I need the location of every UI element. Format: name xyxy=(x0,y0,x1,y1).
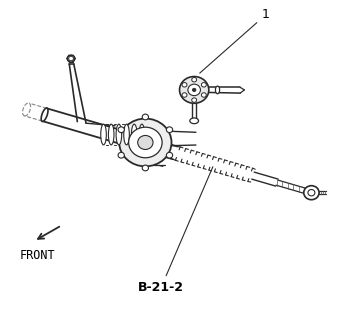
Ellipse shape xyxy=(190,118,198,124)
Circle shape xyxy=(188,84,201,96)
Circle shape xyxy=(138,135,153,149)
Circle shape xyxy=(182,93,187,97)
Ellipse shape xyxy=(124,124,130,145)
Circle shape xyxy=(180,76,209,103)
Ellipse shape xyxy=(23,103,30,116)
Circle shape xyxy=(192,98,197,102)
Circle shape xyxy=(201,93,206,97)
Circle shape xyxy=(166,152,173,158)
Circle shape xyxy=(129,127,162,158)
Ellipse shape xyxy=(101,124,106,145)
Circle shape xyxy=(192,77,197,82)
Circle shape xyxy=(142,114,148,120)
Circle shape xyxy=(118,127,124,132)
Circle shape xyxy=(201,83,206,87)
Text: 1: 1 xyxy=(200,8,270,73)
Circle shape xyxy=(182,83,187,87)
Ellipse shape xyxy=(216,86,219,94)
Circle shape xyxy=(308,189,315,196)
Circle shape xyxy=(193,88,196,92)
Ellipse shape xyxy=(139,124,145,145)
Circle shape xyxy=(69,56,74,61)
Ellipse shape xyxy=(131,124,137,145)
Ellipse shape xyxy=(108,124,114,145)
Text: FRONT: FRONT xyxy=(20,249,56,262)
Ellipse shape xyxy=(67,55,75,62)
Text: B-21-2: B-21-2 xyxy=(138,167,213,294)
Circle shape xyxy=(142,165,148,171)
Circle shape xyxy=(119,119,172,166)
Ellipse shape xyxy=(41,108,48,122)
Ellipse shape xyxy=(116,124,122,145)
Circle shape xyxy=(166,127,173,132)
Circle shape xyxy=(304,186,319,200)
Circle shape xyxy=(118,152,124,158)
